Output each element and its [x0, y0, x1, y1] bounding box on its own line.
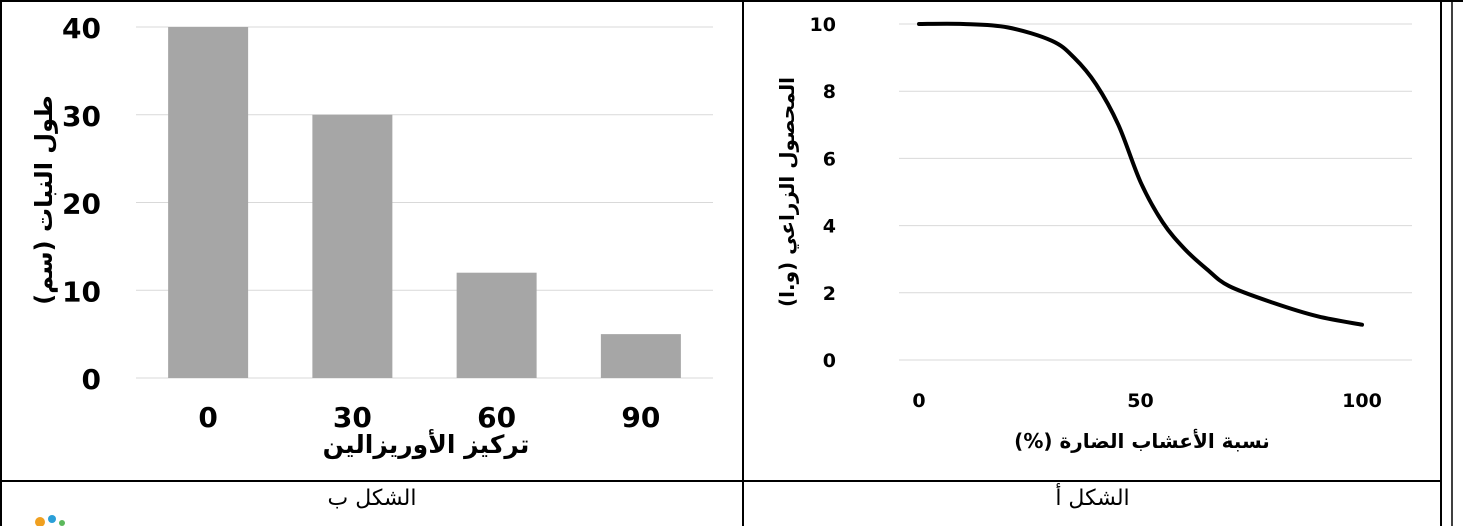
line-x-tick-label: 50 [1127, 390, 1153, 412]
bar-chart: 0 10 20 30 40 0 30 60 90 تركيز الأوريزالين طول الن… [30, 12, 713, 460]
bar-y-axis-title: طول النبات (سم) [30, 95, 58, 305]
bar-y-tick-label: 0 [82, 363, 101, 396]
line-x-tick-label: 0 [912, 390, 925, 412]
line-series [917, 21, 1364, 327]
line-y-tick-label: 0 [823, 350, 836, 372]
bar-x-tick-label: 0 [198, 401, 217, 434]
line-y-tick-label: 6 [823, 148, 836, 170]
bar-30 [312, 114, 393, 378]
caption-right: الشكل أ [1055, 486, 1130, 511]
bar-y-tick-label: 20 [62, 188, 101, 221]
bar-y-tick-label: 40 [62, 12, 101, 45]
line-y-tick-label: 2 [823, 283, 836, 305]
caption-left: الشكل ب [327, 486, 417, 511]
logo-fragment [35, 515, 65, 526]
bar-y-tick-label: 10 [62, 275, 101, 308]
line-x-axis-title: نسبة الأعشاب الضارة (%) [1014, 428, 1270, 453]
line-y-axis-title: المحصول الزراعي (و.ا) [775, 77, 800, 307]
bar-x-tick-label: 60 [477, 401, 516, 434]
line-y-tick-label: 10 [810, 14, 836, 36]
bar-0 [168, 27, 249, 378]
bar-x-tick-label: 90 [621, 401, 660, 434]
bar-x-tick-label: 30 [333, 401, 372, 434]
bar-x-axis-title: تركيز الأوريزالين [323, 429, 530, 460]
line-x-tick-label: 100 [1342, 390, 1382, 412]
bar-y-tick-label: 30 [62, 100, 101, 133]
line-y-tick-label: 8 [823, 81, 836, 103]
bar-60 [456, 272, 537, 378]
bar-90 [600, 334, 681, 378]
line-y-tick-label: 4 [823, 216, 836, 238]
